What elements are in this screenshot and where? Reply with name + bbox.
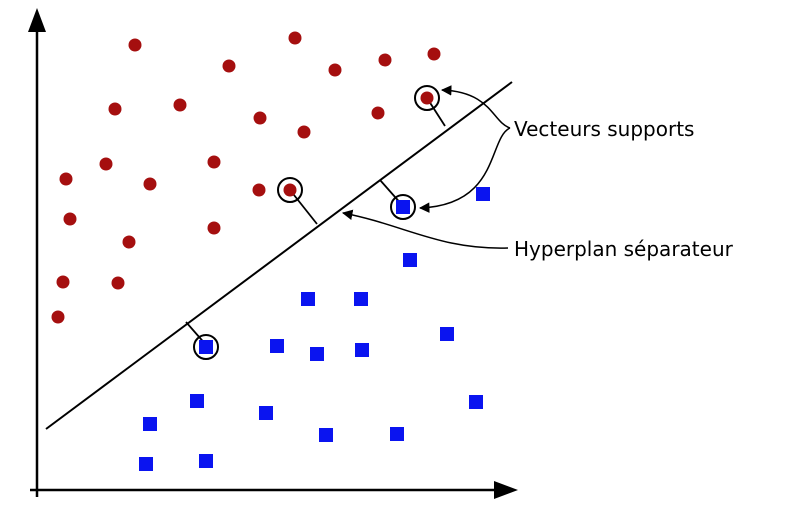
class-a-point — [56, 275, 70, 289]
x-axis-arrowhead — [494, 481, 518, 499]
callout-curve — [418, 127, 511, 213]
class-a-points — [51, 31, 441, 324]
class-b-point — [440, 327, 454, 341]
class-a-point — [288, 31, 302, 45]
class-b-point — [396, 200, 410, 214]
class-b-point — [403, 253, 417, 267]
support-vector-ring — [390, 194, 416, 220]
class-a-point — [222, 59, 236, 73]
support-vector-ring — [277, 177, 303, 203]
hyperplane-callout — [341, 209, 509, 249]
class-a-point — [420, 91, 434, 105]
class-a-point — [427, 47, 441, 61]
class-a-point — [51, 310, 65, 324]
class-a-point — [253, 111, 267, 125]
class-b-point — [270, 339, 284, 353]
support-vectors-label: Vecteurs supports — [514, 117, 694, 141]
class-b-point — [199, 454, 213, 468]
class-b-points — [139, 187, 490, 471]
class-a-point — [297, 125, 311, 139]
class-a-point — [122, 235, 136, 249]
class-a-point — [207, 221, 221, 235]
class-a-point — [378, 53, 392, 67]
class-b-point — [143, 417, 157, 431]
separating-hyperplane — [45, 81, 513, 430]
margin-segment — [289, 189, 318, 225]
class-b-point — [354, 292, 368, 306]
class-a-point — [59, 172, 73, 186]
class-b-point — [190, 394, 204, 408]
callout-curve — [440, 85, 511, 129]
class-a-point — [111, 276, 125, 290]
class-b-point — [199, 340, 213, 354]
class-b-point — [319, 428, 333, 442]
support-vector-ring — [414, 85, 440, 111]
class-a-point — [99, 157, 113, 171]
class-b-point — [476, 187, 490, 201]
class-a-point — [128, 38, 142, 52]
class-a-point — [328, 63, 342, 77]
hyperplane-label: Hyperplan séparateur — [514, 237, 734, 261]
class-a-point — [63, 212, 77, 226]
class-b-point — [301, 292, 315, 306]
class-b-point — [259, 406, 273, 420]
class-b-point — [469, 395, 483, 409]
axes — [28, 8, 518, 499]
class-b-point — [390, 427, 404, 441]
class-b-point — [355, 343, 369, 357]
class-b-point — [310, 347, 324, 361]
class-a-point — [371, 106, 385, 120]
class-a-point — [283, 183, 297, 197]
class-a-point — [173, 98, 187, 112]
class-a-point — [252, 183, 266, 197]
class-a-point — [108, 102, 122, 116]
support-vectors-callout — [418, 85, 511, 213]
class-a-point — [207, 155, 221, 169]
y-axis-arrowhead — [28, 8, 46, 32]
support-vector-rings — [193, 85, 440, 360]
class-b-point — [139, 457, 153, 471]
margin-segments — [185, 97, 446, 347]
class-a-point — [143, 177, 157, 191]
support-vector-ring — [193, 334, 219, 360]
